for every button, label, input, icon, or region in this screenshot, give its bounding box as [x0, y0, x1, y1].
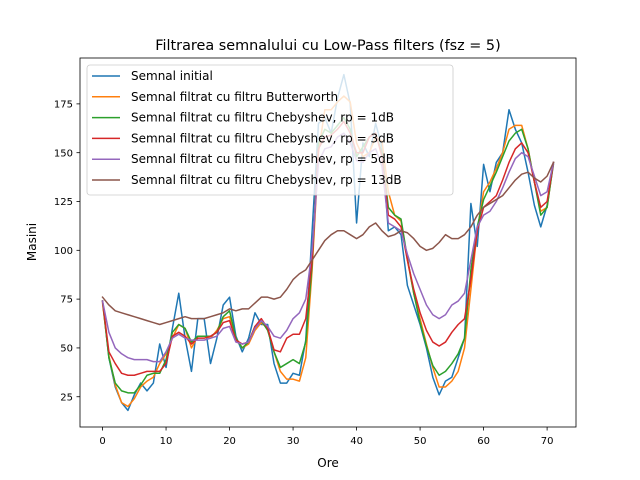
- x-tick-label-1: 10: [160, 436, 173, 447]
- legend-box: [86, 64, 454, 196]
- x-axis: 0 10 20 30 40 50 60 70: [99, 427, 553, 447]
- plot-frame: [79, 57, 577, 428]
- y-tick-label-0: 25: [60, 392, 73, 403]
- x-tick-label-5: 50: [414, 436, 427, 447]
- y-tick-label-1: 50: [60, 344, 73, 355]
- chart-title: Filtrarea semnalului cu Low-Pass filters…: [155, 38, 500, 54]
- y-tick-label-4: 125: [54, 197, 73, 208]
- legend-label-4: Semnal filtrat cu filtru Chebyshev, rp =…: [131, 152, 394, 166]
- y-axis: 25 50 75 100 125 150 175: [54, 99, 80, 403]
- y-tick-label-5: 150: [54, 148, 73, 159]
- legend-label-2: Semnal filtrat cu filtru Chebyshev, rp =…: [131, 111, 394, 125]
- y-tick-label-3: 100: [54, 246, 73, 257]
- x-tick-label-3: 30: [287, 436, 300, 447]
- x-axis-label: Ore: [317, 456, 339, 470]
- y-tick-label-2: 75: [60, 295, 73, 306]
- legend-label-0: Semnal initial: [131, 69, 213, 83]
- legend: Semnal initial Semnal filtrat cu filtru B…: [86, 64, 454, 196]
- x-tick-label-6: 60: [477, 436, 490, 447]
- y-axis-label: Masini: [25, 223, 39, 261]
- legend-label-5: Semnal filtrat cu filtru Chebyshev, rp =…: [131, 173, 402, 187]
- legend-label-1: Semnal filtrat cu filtru Butterworth: [131, 90, 338, 104]
- x-tick-label-4: 40: [350, 436, 363, 447]
- series-line-5: [101, 161, 555, 326]
- x-tick-label-0: 0: [99, 436, 105, 447]
- legend-label-3: Semnal filtrat cu filtru Chebyshev, rp =…: [131, 131, 394, 145]
- y-tick-label-6: 175: [54, 99, 73, 110]
- x-tick-label-7: 70: [541, 436, 554, 447]
- x-tick-label-2: 20: [223, 436, 236, 447]
